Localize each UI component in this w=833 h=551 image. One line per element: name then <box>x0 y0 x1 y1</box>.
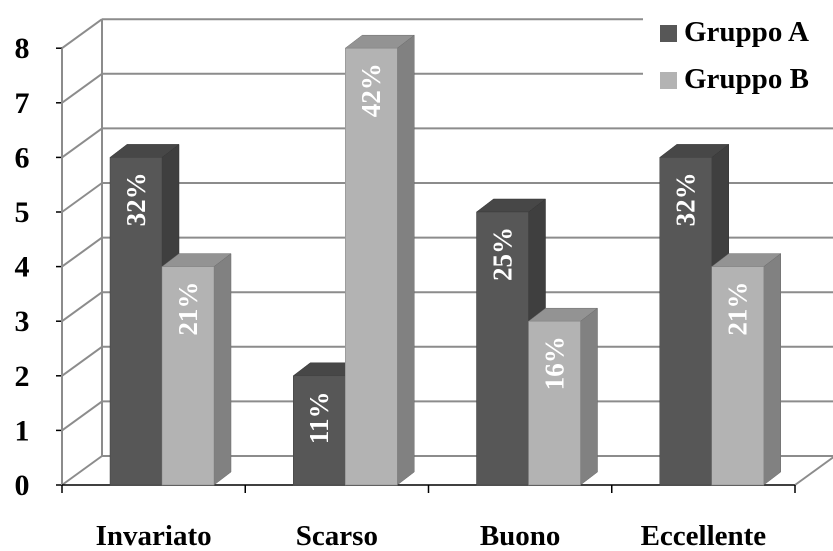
legend-swatch <box>660 25 677 42</box>
legend-item[interactable]: Gruppo A <box>684 16 809 48</box>
legend-swatch <box>660 72 677 89</box>
bar-side <box>763 253 781 486</box>
grid-diagonal <box>61 291 103 323</box>
bar-gruppo-b-invariato <box>161 266 215 486</box>
data-label: 32% <box>671 172 701 226</box>
x-tick-label: Eccellente <box>641 520 767 551</box>
y-tick-label: 8 <box>15 32 30 65</box>
x-tick-label: Invariato <box>96 520 212 551</box>
y-tick-label: 7 <box>15 87 30 120</box>
grid-diagonal <box>61 345 103 377</box>
bar-gruppo-b-scarso <box>345 47 398 486</box>
data-label: 25% <box>488 227 518 281</box>
y-tick-label: 3 <box>15 305 30 338</box>
y-tick-label: 0 <box>15 469 30 502</box>
y-tick-label: 4 <box>15 251 30 284</box>
data-label: 16% <box>540 336 570 390</box>
grid-diagonal <box>61 236 103 268</box>
data-label: 21% <box>173 282 203 336</box>
bar-side <box>213 253 232 486</box>
bar-gruppo-b-buono <box>528 320 581 486</box>
x-tick-label: Scarso <box>296 520 378 551</box>
data-label: 42% <box>356 63 386 117</box>
grid-diagonal <box>61 127 103 159</box>
legend-item[interactable]: Gruppo B <box>684 63 809 95</box>
x-axis: Invariato Scarso Buono Eccellente <box>61 456 833 551</box>
grid-diagonal <box>61 400 103 432</box>
bars <box>109 34 782 486</box>
y-tick-label: 2 <box>15 360 30 393</box>
legend-box <box>643 8 833 108</box>
bar-gruppo-a-buono <box>476 211 529 486</box>
bar-gruppo-a-eccellente <box>659 157 712 486</box>
bar-gruppo-a-invariato <box>109 157 163 486</box>
y-axis: 0 1 2 3 4 5 6 7 8 <box>15 32 63 502</box>
grid-diagonal <box>61 72 103 104</box>
legend[interactable]: Gruppo A Gruppo B <box>643 8 833 108</box>
grid-diagonal <box>61 18 103 50</box>
data-labels: 32% 21% 11% 42% 25% 16% 32% 21% <box>121 63 753 444</box>
bar-gruppo-a-scarso <box>293 375 346 486</box>
floor-edge <box>794 456 833 486</box>
data-label: 11% <box>304 392 334 445</box>
x-tick-label: Buono <box>480 520 561 551</box>
y-tick-label: 6 <box>15 141 30 174</box>
y-tick-label: 5 <box>15 196 30 229</box>
bar-gruppo-b-eccellente <box>711 266 764 486</box>
bar-side <box>397 34 415 486</box>
data-label: 32% <box>121 172 151 226</box>
bar-side <box>580 307 598 486</box>
grid-diagonal <box>61 182 103 213</box>
y-tick-label: 1 <box>15 414 30 447</box>
grid-diagonal <box>61 455 103 486</box>
data-label: 21% <box>723 282 753 336</box>
